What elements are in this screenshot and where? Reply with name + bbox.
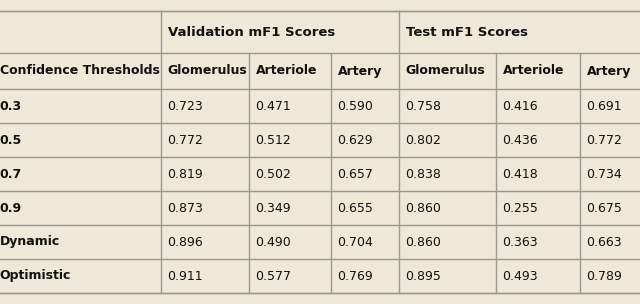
Text: 0.691: 0.691	[586, 99, 622, 112]
Text: Validation mF1 Scores: Validation mF1 Scores	[168, 26, 335, 39]
Text: Dynamic: Dynamic	[0, 236, 60, 248]
Text: 0.5: 0.5	[0, 133, 22, 147]
Text: 0.819: 0.819	[168, 168, 204, 181]
Text: 0.418: 0.418	[502, 168, 538, 181]
Text: 0.416: 0.416	[502, 99, 538, 112]
Text: 0.911: 0.911	[168, 270, 203, 282]
Text: 0.629: 0.629	[337, 133, 373, 147]
Text: 0.471: 0.471	[255, 99, 291, 112]
Text: 0.895: 0.895	[406, 270, 442, 282]
Text: 0.502: 0.502	[255, 168, 291, 181]
Text: 0.675: 0.675	[586, 202, 622, 215]
Text: 0.723: 0.723	[168, 99, 204, 112]
Text: Test mF1 Scores: Test mF1 Scores	[406, 26, 527, 39]
Text: 0.512: 0.512	[255, 133, 291, 147]
Text: 0.838: 0.838	[406, 168, 442, 181]
Text: Arteriole: Arteriole	[502, 64, 564, 78]
Text: 0.772: 0.772	[168, 133, 204, 147]
Text: Glomerulus: Glomerulus	[168, 64, 247, 78]
Text: 0.577: 0.577	[255, 270, 291, 282]
Text: 0.896: 0.896	[168, 236, 204, 248]
Text: 0.663: 0.663	[586, 236, 622, 248]
Text: Optimistic: Optimistic	[0, 270, 71, 282]
Text: Artery: Artery	[586, 64, 631, 78]
Text: 0.657: 0.657	[337, 168, 373, 181]
Text: 0.860: 0.860	[406, 202, 442, 215]
Text: 0.3: 0.3	[0, 99, 22, 112]
Text: 0.349: 0.349	[255, 202, 291, 215]
Text: Artery: Artery	[337, 64, 382, 78]
Text: 0.436: 0.436	[502, 133, 538, 147]
Text: Glomerulus: Glomerulus	[406, 64, 485, 78]
Text: 0.789: 0.789	[586, 270, 622, 282]
Text: 0.758: 0.758	[406, 99, 442, 112]
Text: 0.590: 0.590	[337, 99, 373, 112]
Text: 0.772: 0.772	[586, 133, 622, 147]
Text: 0.734: 0.734	[586, 168, 622, 181]
Text: 0.490: 0.490	[255, 236, 291, 248]
Text: Arteriole: Arteriole	[255, 64, 317, 78]
Text: 0.704: 0.704	[337, 236, 373, 248]
Text: Confidence Thresholds: Confidence Thresholds	[0, 64, 159, 78]
Text: 0.7: 0.7	[0, 168, 22, 181]
Text: 0.493: 0.493	[502, 270, 538, 282]
Text: 0.860: 0.860	[406, 236, 442, 248]
Text: 0.873: 0.873	[168, 202, 204, 215]
Text: 0.9: 0.9	[0, 202, 22, 215]
Text: 0.363: 0.363	[502, 236, 538, 248]
Text: 0.655: 0.655	[337, 202, 373, 215]
Text: 0.802: 0.802	[406, 133, 442, 147]
Text: 0.255: 0.255	[502, 202, 538, 215]
Text: 0.769: 0.769	[337, 270, 373, 282]
